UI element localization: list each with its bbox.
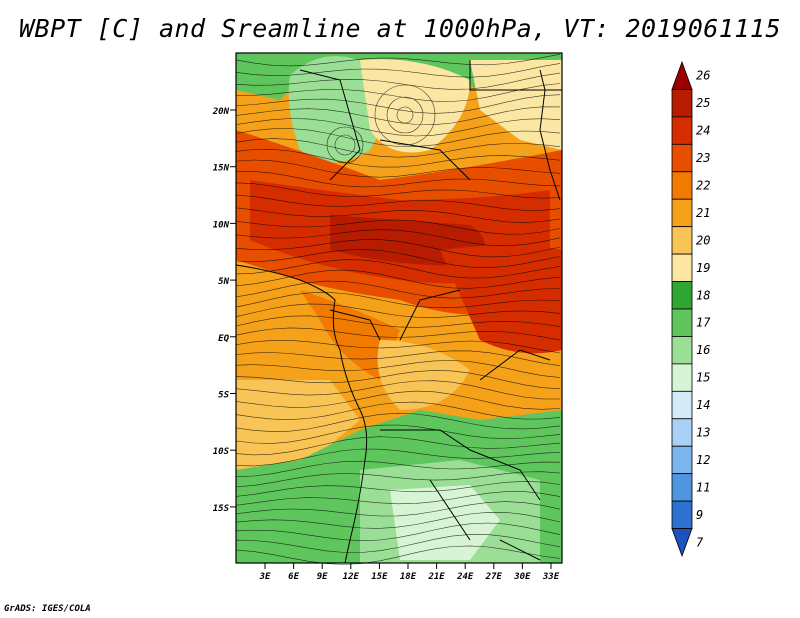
lon-tick-label: 15E [371, 572, 388, 582]
colorbar-segment [671, 418, 693, 447]
lon-tick-label: 3E [259, 572, 271, 582]
colorbar-label: 16 [696, 343, 710, 357]
colorbar-label: 9 [696, 508, 703, 522]
colorbar-segment [671, 198, 693, 228]
lon-tick-label: 24E [456, 572, 474, 582]
lat-tick-label: 20N [212, 107, 230, 117]
colorbar-label: 14 [696, 398, 710, 412]
colorbar-segment [671, 89, 693, 118]
colorbar-segment [671, 390, 693, 420]
longitude-axis: 3E 6E 9E 12E 15E 18E 21E 24E 27E 30E 33E [259, 563, 560, 582]
lon-tick-label: 27E [485, 572, 503, 582]
colorbar-label: 23 [696, 151, 710, 165]
colorbar-segment [671, 171, 693, 200]
lat-tick-label: 15N [213, 164, 230, 174]
colorbar-label: 18 [696, 288, 710, 302]
lat-tick-label: 10S [213, 447, 230, 457]
colorbar-segment [671, 60, 693, 90]
lat-tick-label: 5S [218, 391, 229, 401]
colorbar-label: 21 [696, 206, 710, 220]
colorbar-segment [671, 116, 693, 145]
lon-tick-label: 21E [427, 572, 445, 582]
lon-tick-label: 9E [317, 572, 328, 582]
colorbar-segment [671, 308, 693, 337]
lat-tick-label: 5N [218, 277, 229, 287]
colorbar-label: 19 [696, 261, 710, 275]
colorbar-segment [671, 253, 693, 282]
lon-tick-label: 30E [513, 572, 531, 582]
lon-tick-label: 12E [343, 572, 360, 582]
colorbar-label: 22 [696, 179, 710, 193]
colorbar-segment [671, 363, 693, 392]
colorbar-segment [671, 445, 693, 475]
lat-tick-label: EQ [218, 334, 229, 344]
colorbar-label: 11 [696, 480, 710, 494]
lon-tick-label: 6E [288, 572, 299, 582]
colorbar: 26 25 24 23 22 21 20 19 18 17 16 15 14 13 12 11 9 7 [671, 60, 711, 558]
colorbar-segment [671, 528, 693, 558]
map-title: WBPT [C] and Sreamline at 1000hPa, VT: 2… [18, 14, 781, 43]
colorbar-label: 12 [696, 453, 710, 467]
colorbar-label: 7 [696, 535, 704, 549]
colorbar-label: 24 [696, 124, 710, 138]
latitude-axis: 20N 15N 10N 5N EQ 5S 10S 15S [212, 107, 236, 514]
colorbar-segment [671, 226, 693, 255]
colorbar-label: 20 [696, 233, 710, 247]
lat-tick-label: 10N [213, 220, 230, 230]
credit-text: GrADS: IGES/COLA [4, 604, 91, 614]
colorbar-label: 17 [696, 316, 711, 330]
lon-tick-label: 18E [400, 572, 417, 582]
colorbar-label: 25 [696, 96, 710, 110]
lon-tick-label: 33E [542, 572, 560, 582]
colorbar-label: 13 [696, 426, 710, 440]
colorbar-label: 15 [696, 371, 710, 385]
colorbar-segment [671, 473, 693, 502]
colorbar-segment [671, 500, 693, 529]
colorbar-segment [671, 336, 693, 365]
colorbar-segment [671, 143, 693, 173]
lat-tick-label: 15S [213, 504, 230, 514]
colorbar-segment [671, 281, 693, 310]
map-plot-area [235, 52, 563, 565]
colorbar-label: 26 [696, 69, 710, 83]
